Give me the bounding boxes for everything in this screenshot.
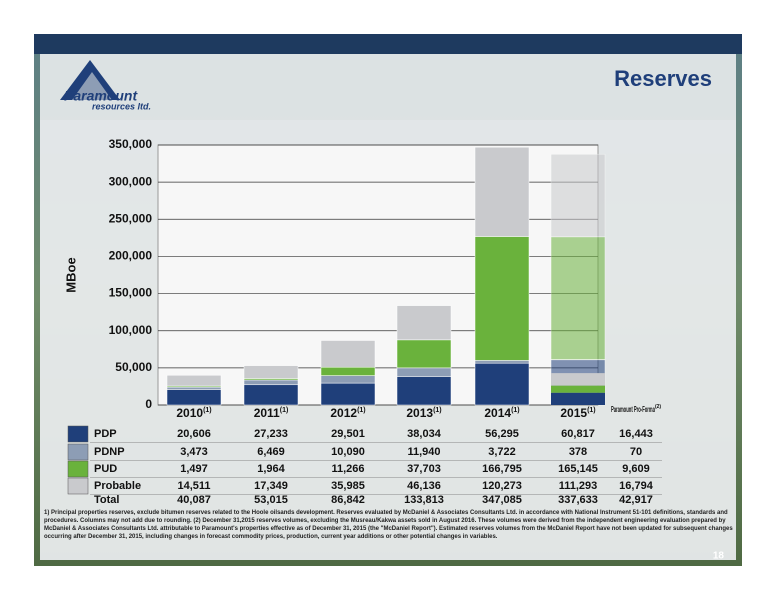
table-cell: 120,273	[482, 480, 522, 492]
bar-segment	[475, 360, 529, 363]
table-cell: 56,295	[485, 428, 519, 440]
total-label: Total	[94, 494, 119, 506]
category-year: 2015	[560, 406, 587, 420]
total-cell: 337,633	[558, 494, 598, 506]
table-cell: 38,034	[407, 428, 442, 440]
legend-swatch	[68, 426, 88, 442]
legend-label: PUD	[94, 463, 117, 475]
total-cell: 347,085	[482, 494, 522, 506]
bar-segment	[321, 383, 375, 405]
pro-forma-segment	[551, 373, 605, 385]
category-note: (1)	[203, 407, 212, 414]
category-note: (1)	[587, 407, 596, 414]
y-tick-label: 300,000	[109, 174, 153, 188]
table-cell: 11,266	[331, 463, 364, 475]
footnote: 1) Principal properties reserves, exclud…	[44, 509, 734, 541]
table-cell: 10,090	[331, 446, 365, 458]
bar-segment	[244, 366, 298, 379]
table-cell: 16,443	[619, 428, 653, 440]
table-cell: 1,964	[257, 463, 285, 475]
pro-forma-name: Paramount Pro-Forma	[611, 405, 655, 414]
page-number: 18	[713, 551, 725, 562]
y-tick-label: 50,000	[115, 360, 152, 374]
legend-label: PDNP	[94, 446, 125, 458]
y-tick-label: 0	[145, 397, 152, 411]
y-axis-label: MBoe	[63, 257, 78, 292]
pro-forma-note: (2)	[655, 404, 661, 410]
y-tick-label: 150,000	[109, 286, 153, 300]
pro-forma-header: Paramount Pro-Forma(2)	[611, 404, 661, 414]
total-cell: 53,015	[254, 494, 288, 506]
pro-forma-segment	[551, 386, 605, 393]
table-cell: 60,817	[561, 428, 595, 440]
y-tick-label: 100,000	[109, 323, 153, 337]
table-cell: 46,136	[407, 480, 441, 492]
table-cell: 9,609	[622, 463, 650, 475]
total-cell: 133,813	[404, 494, 444, 506]
table-cell: 3,722	[488, 446, 516, 458]
table-cell: 70	[630, 446, 642, 458]
y-tick-label: 350,000	[109, 137, 153, 151]
category-note: (1)	[357, 407, 366, 414]
category-note: (1)	[280, 407, 289, 414]
category-year: 2014	[484, 406, 511, 420]
category-year: 2012	[330, 406, 357, 420]
bar-segment	[475, 237, 529, 361]
table-cell: 11,940	[407, 446, 440, 458]
legend-label: PDP	[94, 428, 117, 440]
table-cell: 37,703	[407, 463, 441, 475]
total-cell: 40,087	[177, 494, 211, 506]
bar-segment	[167, 390, 221, 405]
table-cell: 35,985	[331, 480, 365, 492]
bar-segment	[321, 376, 375, 383]
category-year: 2010	[176, 406, 203, 420]
y-tick-label: 250,000	[109, 211, 153, 225]
bar-segment	[397, 377, 451, 405]
category-note: (1)	[433, 407, 442, 414]
bar-segment	[551, 237, 605, 360]
table-cell: 111,293	[559, 480, 598, 492]
bar-segment	[397, 340, 451, 368]
table-cell: 1,497	[180, 463, 208, 475]
pro-forma-segment	[551, 393, 605, 405]
table-cell: 16,794	[619, 480, 654, 492]
table-cell: 3,473	[180, 446, 208, 458]
top-band	[34, 34, 742, 54]
legend-label: Probable	[94, 480, 141, 492]
table-cell: 378	[569, 446, 587, 458]
chart-title: Reserves	[614, 66, 712, 91]
bar-segment	[475, 147, 529, 236]
table-cell: 29,501	[331, 428, 365, 440]
bar-segment	[321, 340, 375, 367]
legend-swatch	[68, 461, 88, 477]
table-cell: 17,349	[254, 480, 288, 492]
y-tick-label: 200,000	[109, 249, 153, 263]
category-year: 2011	[254, 406, 280, 420]
logo-sub: resources ltd.	[92, 101, 151, 111]
legend-swatch	[68, 478, 88, 494]
legend-swatch	[68, 444, 88, 460]
table-cell: 166,795	[482, 463, 522, 475]
table-cell: 6,469	[257, 446, 285, 458]
bar-segment	[167, 375, 221, 386]
bar-segment	[475, 363, 529, 405]
table-cell: 27,233	[254, 428, 288, 440]
table-cell: 165,145	[558, 463, 598, 475]
category-note: (1)	[511, 407, 520, 414]
bar-segment	[397, 368, 451, 377]
bar-segment	[551, 154, 605, 237]
bar-segment	[321, 367, 375, 375]
bar-segment	[397, 306, 451, 340]
total-cell: 86,842	[331, 494, 365, 506]
bar-segment	[244, 385, 298, 405]
bar-segment	[167, 387, 221, 390]
table-cell: 14,511	[177, 480, 210, 492]
plot-area	[158, 145, 598, 405]
table-cell: 20,606	[177, 428, 211, 440]
bar-segment	[244, 380, 298, 385]
total-cell: 42,917	[619, 494, 653, 506]
category-year: 2013	[406, 406, 433, 420]
